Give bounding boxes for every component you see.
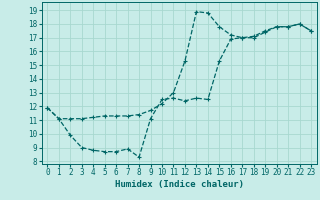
X-axis label: Humidex (Indice chaleur): Humidex (Indice chaleur): [115, 180, 244, 189]
